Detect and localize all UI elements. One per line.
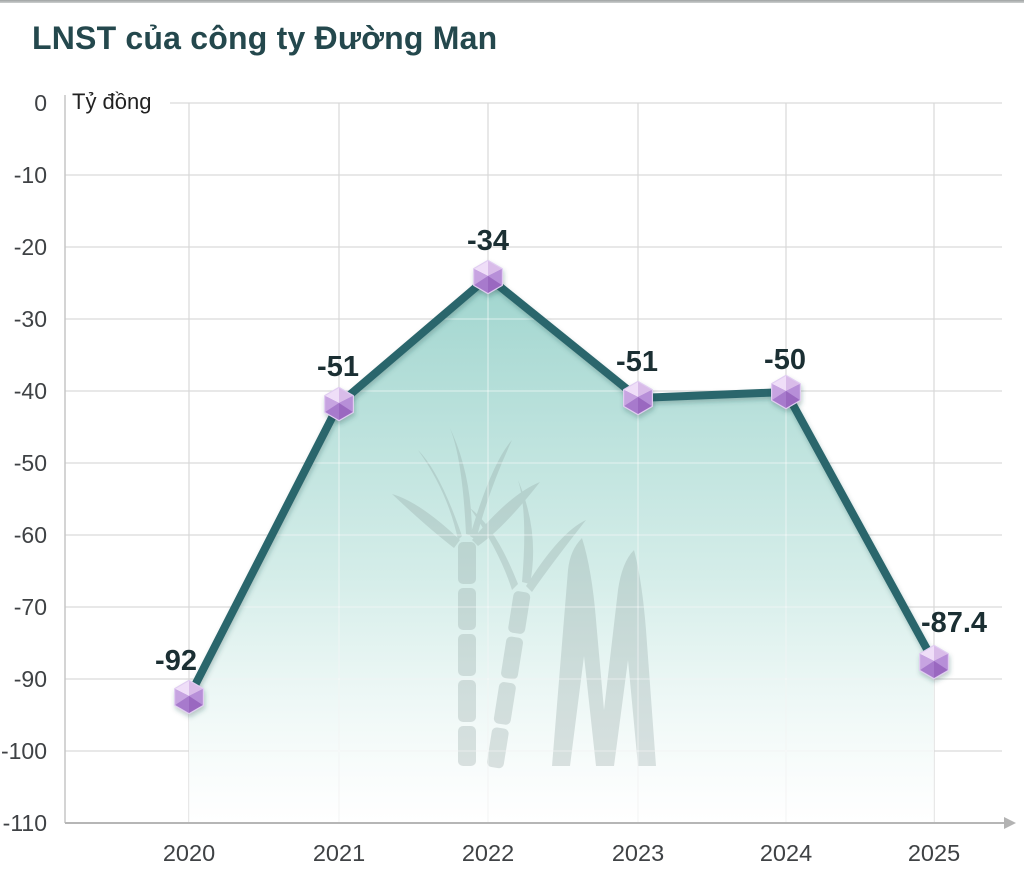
y-tick--50: -50 <box>14 450 47 476</box>
area-fill <box>189 277 934 823</box>
marker-2024 <box>771 374 801 410</box>
y-tick--100: -100 <box>1 738 47 764</box>
unit-label: Tỷ đồng <box>72 89 152 114</box>
y-axis-ticks: 0 -10 -20 -30 -40 -50 -60 -70 -90 -100 -110 <box>1 90 47 836</box>
marker-2025 <box>919 644 949 680</box>
chart-title: LNST của công ty Đường Man <box>32 20 498 56</box>
y-tick--40: -40 <box>14 378 47 404</box>
top-border <box>0 0 1024 3</box>
y-tick--60: -60 <box>14 522 47 548</box>
x-axis-arrow-icon <box>1004 817 1016 829</box>
y-tick--90: -90 <box>14 666 47 692</box>
x-tick-2020: 2020 <box>163 840 215 866</box>
data-label-2024: -50 <box>764 344 806 376</box>
data-label-2025: -87.4 <box>921 607 987 639</box>
x-tick-2022: 2022 <box>462 840 514 866</box>
y-tick-0: 0 <box>34 90 47 116</box>
y-tick--70: -70 <box>14 594 47 620</box>
data-labels: -92 -51 -34 -51 -50 -87.4 <box>155 225 987 677</box>
y-tick--30: -30 <box>14 306 47 332</box>
x-tick-2025: 2025 <box>908 840 960 866</box>
data-label-2021: -51 <box>317 351 359 383</box>
trend-line <box>185 273 938 701</box>
x-tick-2023: 2023 <box>612 840 664 866</box>
marker-2021 <box>324 386 354 422</box>
y-tick--110: -110 <box>3 810 47 836</box>
marker-2022 <box>473 259 503 295</box>
data-label-2023: -51 <box>616 346 658 378</box>
marker-2020 <box>173 679 205 715</box>
data-label-2022: -34 <box>467 225 509 257</box>
x-tick-2021: 2021 <box>313 840 365 866</box>
y-tick--10: -10 <box>14 162 47 188</box>
marker-2023 <box>623 380 653 416</box>
y-tick--20: -20 <box>14 234 47 260</box>
data-label-2020: -92 <box>155 645 197 677</box>
x-axis-ticks: 2020 2021 2022 2023 2024 2025 <box>163 840 960 866</box>
x-tick-2024: 2024 <box>760 840 812 866</box>
